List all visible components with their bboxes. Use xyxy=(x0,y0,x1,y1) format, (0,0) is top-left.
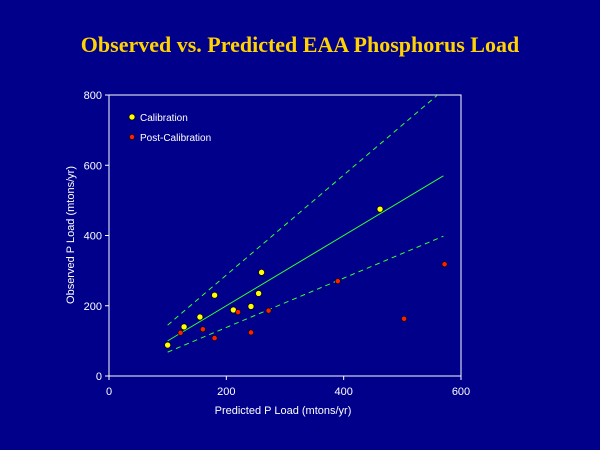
post-calibration-point xyxy=(177,329,184,336)
y-tick-label: 800 xyxy=(84,90,102,102)
legend-marker xyxy=(129,134,135,140)
legend-label: Post-Calibration xyxy=(140,133,211,144)
post-calibration-point xyxy=(235,309,241,315)
calibration-point xyxy=(196,313,204,321)
y-axis-label: Observed P Load (mtons/yr) xyxy=(65,166,77,304)
x-tick-label: 600 xyxy=(452,386,470,398)
calibration-point xyxy=(211,291,218,299)
y-tick-label: 0 xyxy=(96,371,102,383)
fit-line xyxy=(167,175,444,342)
calibration-point xyxy=(376,205,384,213)
calibration-point xyxy=(164,341,171,349)
calibration-point xyxy=(258,269,265,276)
slide-title: Observed vs. Predicted EAA Phosphorus Lo… xyxy=(80,32,520,57)
calibration-point xyxy=(255,290,262,297)
post-calibration-point xyxy=(265,307,272,314)
post-calibration-point xyxy=(211,335,218,341)
post-calibration-point xyxy=(334,278,341,285)
x-tick-label: 400 xyxy=(334,386,352,398)
post-calibration-point xyxy=(401,315,407,322)
x-tick-label: 0 xyxy=(106,386,112,398)
x-tick-label: 200 xyxy=(217,386,235,398)
y-tick-label: 200 xyxy=(84,301,102,313)
y-tick-label: 400 xyxy=(84,231,102,243)
x-axis-label: Predicted P Load (mtons/yr) xyxy=(215,405,352,417)
legend-label: Calibration xyxy=(140,113,188,124)
post-calibration-point xyxy=(199,326,206,333)
y-tick-label: 600 xyxy=(84,160,102,172)
legend-marker xyxy=(128,113,136,121)
upper-bound-line xyxy=(167,95,438,326)
post-calibration-point xyxy=(248,329,254,336)
lower-bound-line xyxy=(167,235,444,353)
calibration-point xyxy=(247,303,255,310)
post-calibration-point xyxy=(441,261,448,268)
calibration-point xyxy=(180,323,188,331)
